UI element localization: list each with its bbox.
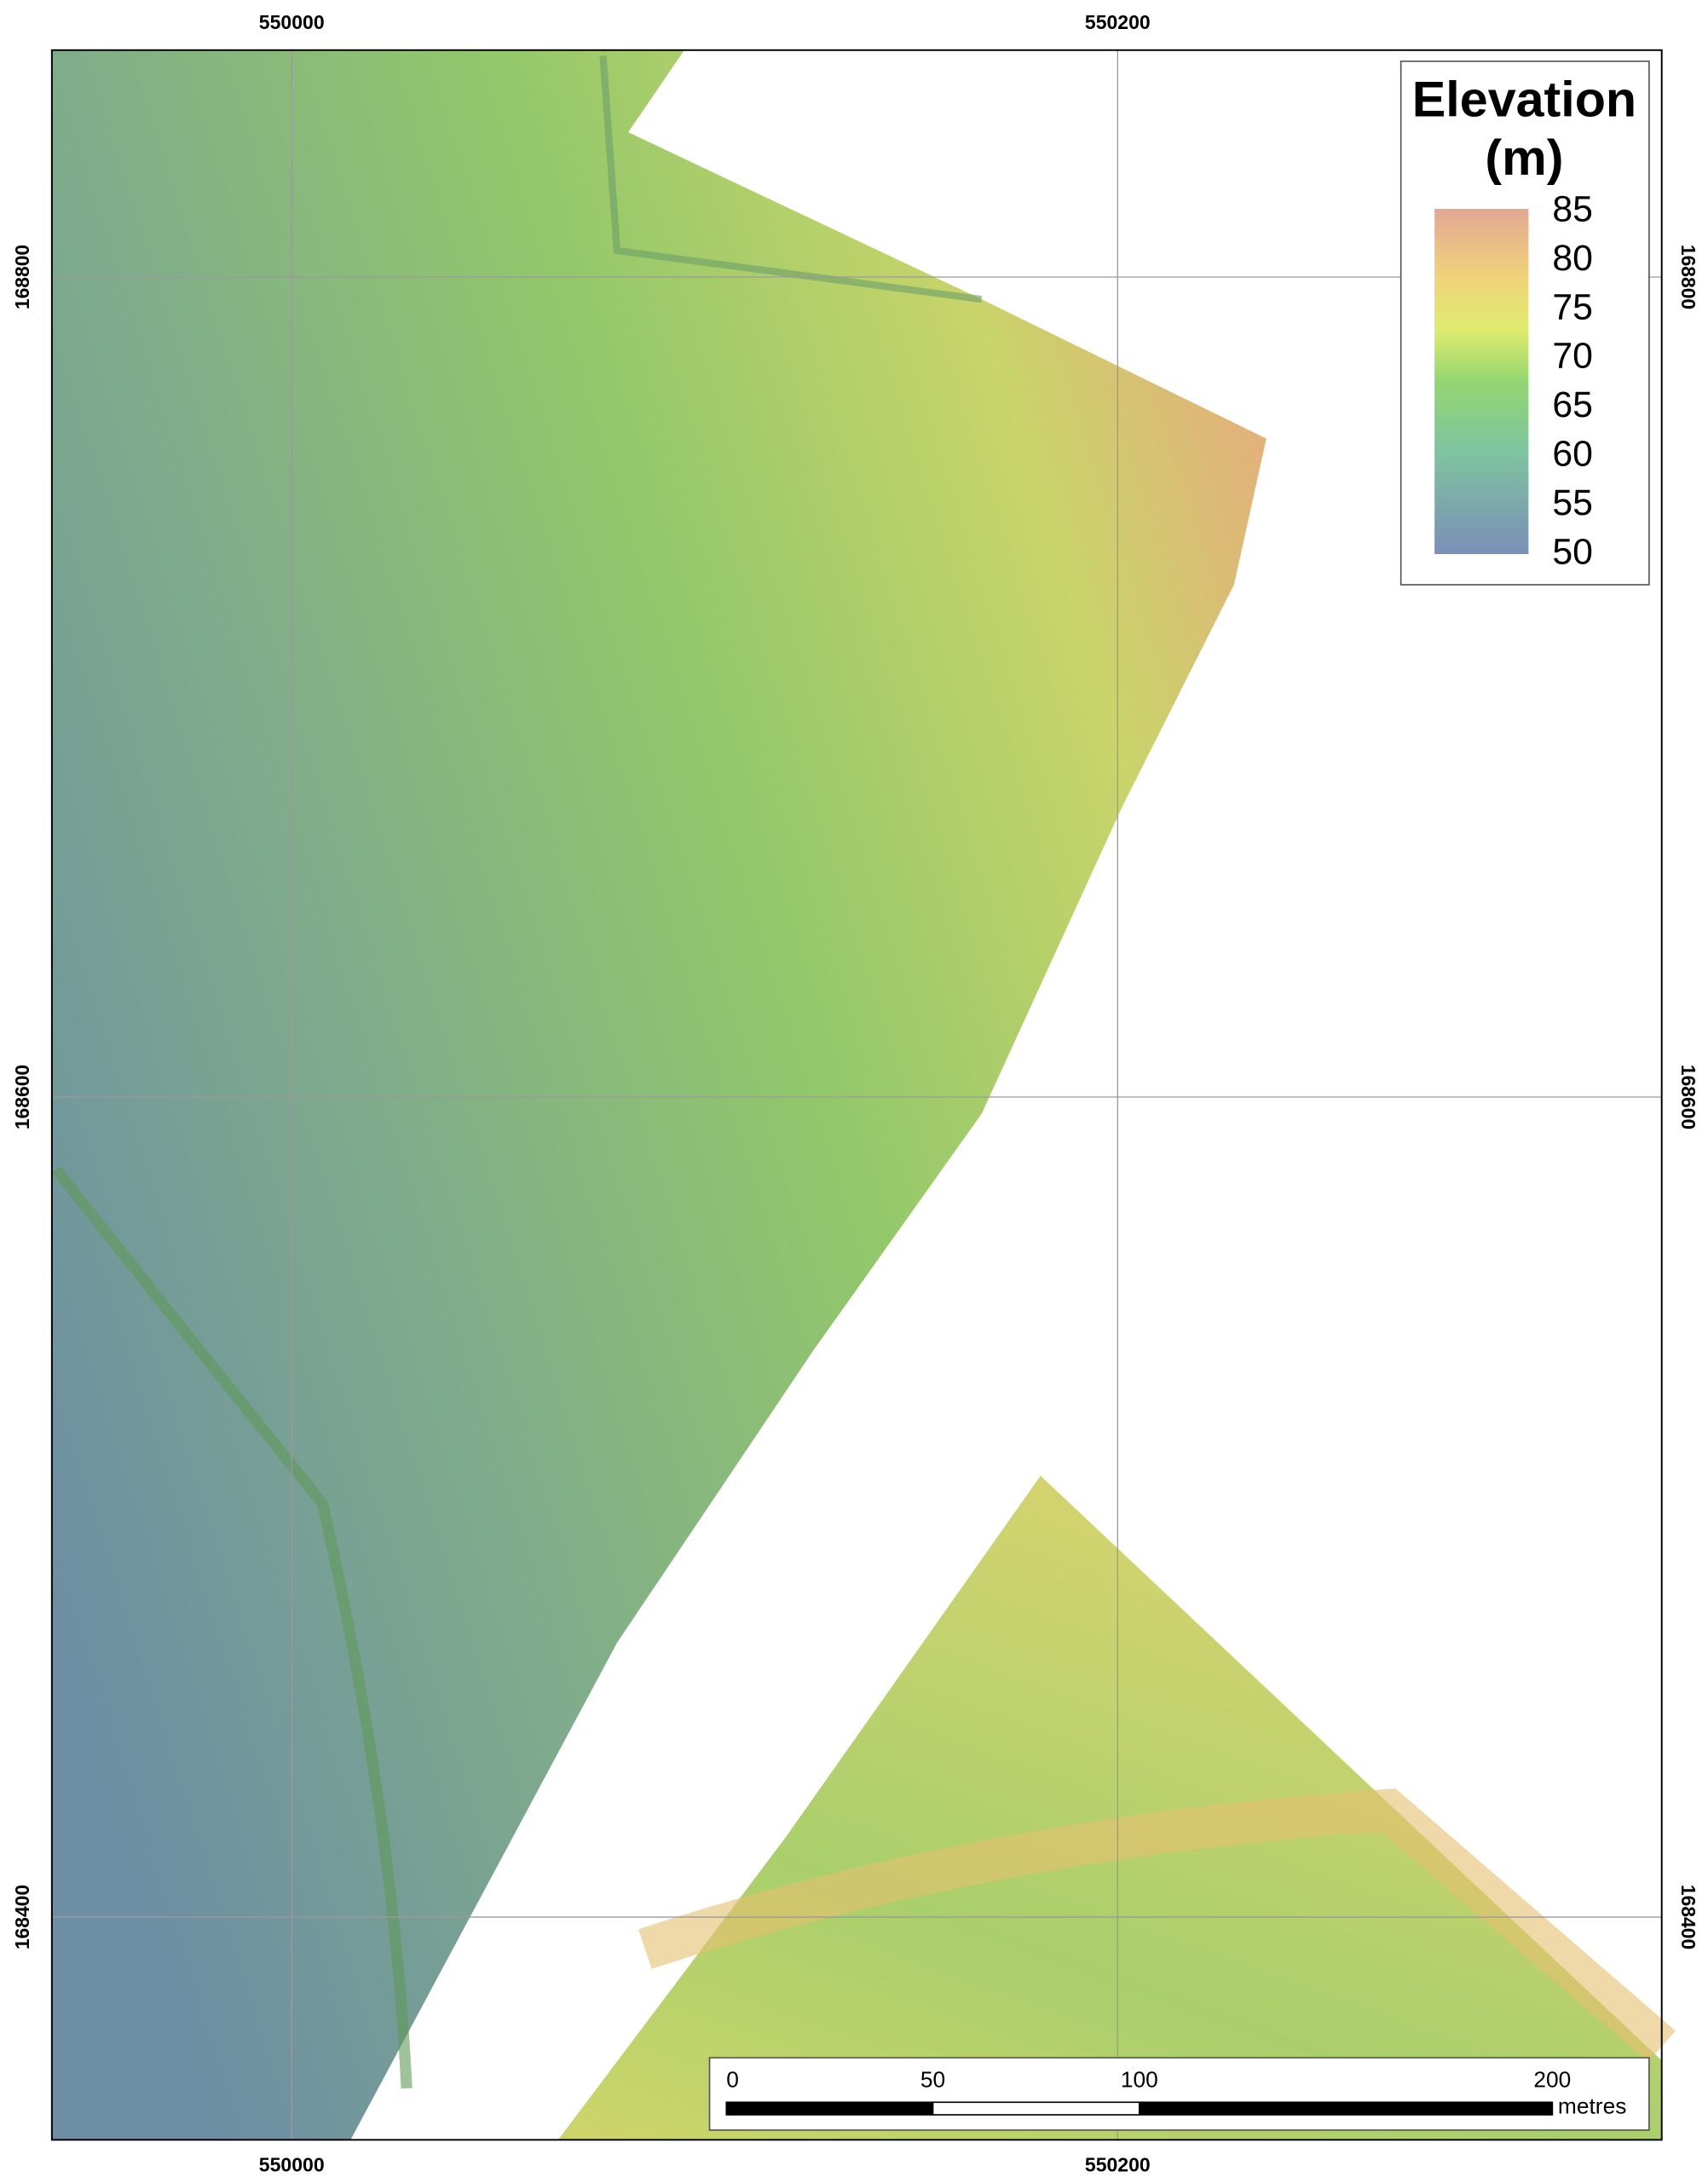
x-coord-label: 550200 [1085, 2154, 1151, 2176]
scale-segment [725, 2101, 934, 2116]
scale-unit: metres [1558, 2093, 1626, 2119]
y-coord-label: 168800 [1677, 245, 1699, 309]
legend-tick-label: 65 [1552, 384, 1593, 425]
y-coord-label: 168400 [11, 1885, 33, 1949]
scale-label: 0 [726, 2067, 739, 2093]
y-coord-label: 168600 [1677, 1065, 1699, 1129]
legend-title: Elevation [1412, 72, 1636, 128]
y-coord-label: 168800 [11, 245, 33, 309]
scale-label: 200 [1533, 2067, 1571, 2093]
x-coord-label: 550000 [259, 2154, 325, 2176]
legend-tick-label: 60 [1552, 434, 1593, 475]
map-frame [50, 49, 1663, 2141]
legend-tick-label: 50 [1552, 531, 1593, 572]
legend-tick-label: 55 [1552, 482, 1593, 523]
x-coord-label: 550200 [1085, 11, 1151, 33]
scale-box [708, 2057, 1650, 2131]
legend-tick-label: 75 [1552, 286, 1593, 327]
hedgerow [51, 1165, 413, 2089]
elevation-surface [51, 49, 1267, 2140]
legend: Elevation (m) 85 80 75 70 65 60 55 50 [1399, 61, 1650, 586]
y-coord-label: 168400 [1677, 1885, 1699, 1949]
legend-colorbar [1434, 208, 1529, 555]
track [599, 55, 983, 303]
legend-tick-label: 85 [1552, 189, 1593, 230]
scale-segment [932, 2101, 1140, 2116]
legend-tick-label: 80 [1552, 238, 1593, 279]
scale-label: 100 [1121, 2067, 1158, 2093]
x-coord-label: 550000 [259, 11, 325, 33]
legend-tick-label: 70 [1552, 336, 1593, 377]
legend-title: (m) [1485, 130, 1563, 186]
scale-label: 50 [920, 2067, 945, 2093]
elevation-surface [557, 1476, 1662, 2140]
y-coord-label: 168600 [11, 1065, 33, 1129]
scale-segment [1139, 2101, 1554, 2116]
